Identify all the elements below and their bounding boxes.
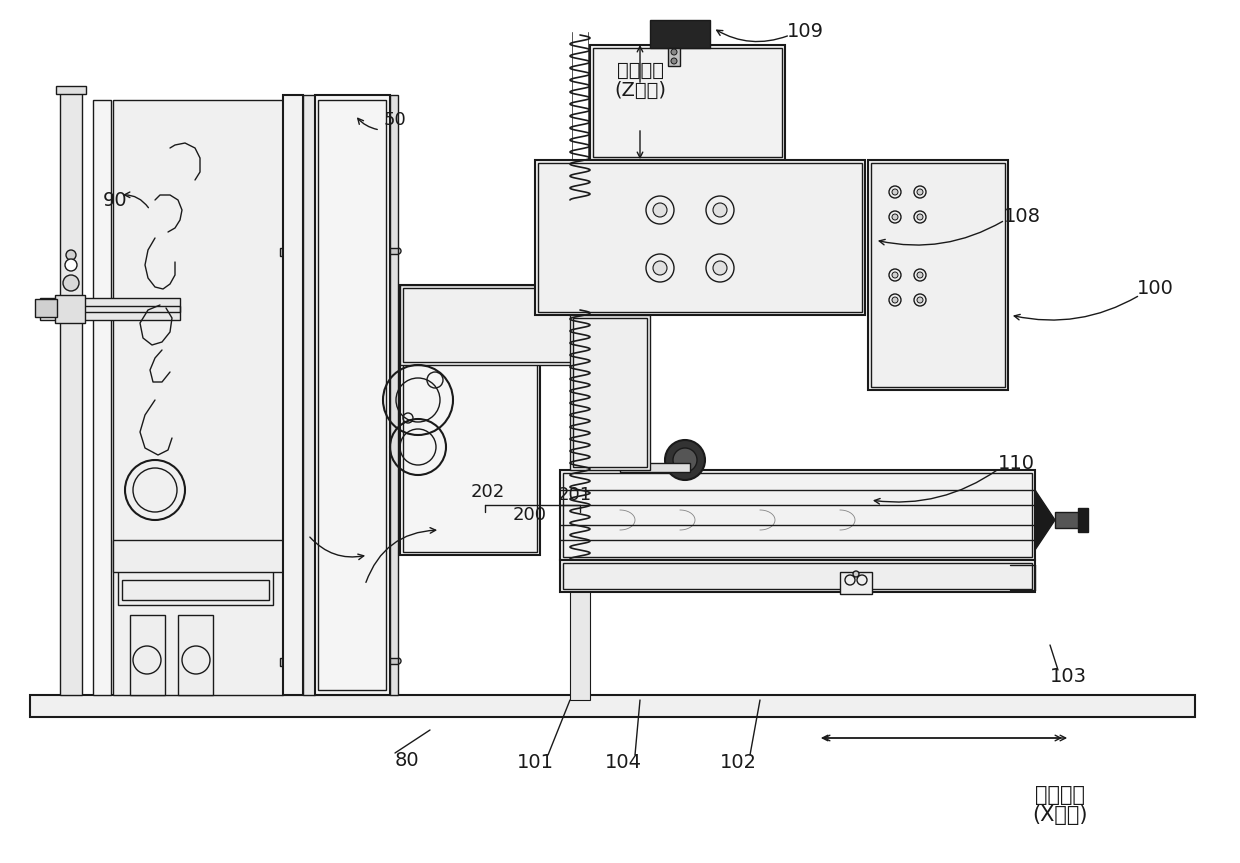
- Bar: [401, 285, 539, 555]
- Circle shape: [892, 297, 898, 303]
- Bar: [93, 100, 112, 695]
- Bar: [403, 288, 637, 362]
- Circle shape: [673, 448, 697, 472]
- Circle shape: [671, 49, 677, 55]
- Bar: [560, 470, 1035, 560]
- Bar: [401, 285, 640, 365]
- Text: 90: 90: [103, 191, 128, 210]
- Circle shape: [63, 275, 79, 291]
- Text: 竖直方向: 竖直方向: [616, 60, 663, 79]
- Bar: [570, 200, 590, 310]
- Circle shape: [892, 272, 898, 278]
- Circle shape: [713, 261, 727, 275]
- Bar: [563, 473, 1032, 557]
- Bar: [113, 100, 283, 695]
- Polygon shape: [1035, 490, 1055, 550]
- Bar: [122, 580, 269, 600]
- Bar: [391, 658, 398, 664]
- Bar: [1078, 508, 1087, 532]
- Bar: [55, 295, 86, 323]
- Bar: [283, 95, 303, 695]
- Bar: [113, 540, 283, 572]
- Text: 102: 102: [719, 753, 756, 772]
- Bar: [118, 570, 273, 605]
- Bar: [40, 306, 180, 312]
- Bar: [60, 90, 82, 695]
- Bar: [538, 163, 862, 312]
- Text: 50: 50: [383, 111, 407, 129]
- Circle shape: [66, 305, 76, 315]
- Text: 109: 109: [786, 22, 823, 41]
- Text: 80: 80: [394, 752, 419, 771]
- Text: 103: 103: [1049, 667, 1086, 686]
- Circle shape: [918, 214, 923, 220]
- Text: 201: 201: [558, 486, 591, 504]
- Bar: [1055, 512, 1080, 528]
- Bar: [40, 298, 180, 320]
- Bar: [668, 48, 680, 66]
- Text: 101: 101: [517, 753, 553, 772]
- Circle shape: [665, 440, 706, 480]
- Text: 水平横向: 水平横向: [1035, 785, 1085, 805]
- Text: (Z轴向): (Z轴向): [614, 80, 666, 99]
- Circle shape: [653, 261, 667, 275]
- Circle shape: [125, 460, 185, 520]
- Bar: [560, 560, 1035, 592]
- Bar: [570, 560, 590, 700]
- Bar: [839, 572, 872, 594]
- Bar: [573, 318, 647, 467]
- Bar: [534, 160, 866, 315]
- Bar: [593, 48, 782, 157]
- Bar: [315, 95, 391, 695]
- Text: 108: 108: [1003, 206, 1040, 225]
- Text: 104: 104: [605, 753, 641, 772]
- Circle shape: [671, 58, 677, 64]
- Circle shape: [892, 189, 898, 195]
- Circle shape: [918, 189, 923, 195]
- Bar: [280, 658, 298, 666]
- Bar: [563, 563, 1032, 589]
- Bar: [403, 288, 537, 552]
- Bar: [130, 615, 165, 695]
- Bar: [303, 95, 315, 695]
- Bar: [30, 695, 1195, 717]
- Bar: [391, 248, 398, 254]
- Bar: [56, 86, 86, 94]
- Text: 202: 202: [471, 483, 505, 501]
- Text: (X轴向): (X轴向): [1032, 805, 1087, 825]
- Circle shape: [853, 571, 859, 577]
- Circle shape: [64, 259, 77, 271]
- Circle shape: [66, 250, 76, 260]
- Text: 100: 100: [1137, 279, 1173, 298]
- Circle shape: [918, 297, 923, 303]
- Bar: [868, 160, 1008, 390]
- Circle shape: [918, 272, 923, 278]
- Bar: [280, 248, 298, 256]
- Bar: [317, 100, 386, 690]
- Bar: [590, 45, 785, 160]
- Circle shape: [892, 214, 898, 220]
- Circle shape: [653, 203, 667, 217]
- Bar: [391, 95, 398, 695]
- Bar: [650, 20, 711, 48]
- Text: 200: 200: [513, 506, 547, 524]
- Bar: [570, 315, 650, 470]
- Circle shape: [713, 203, 727, 217]
- Bar: [870, 163, 1004, 387]
- Text: 110: 110: [997, 455, 1034, 474]
- Bar: [179, 615, 213, 695]
- Bar: [620, 463, 689, 472]
- Bar: [35, 299, 57, 317]
